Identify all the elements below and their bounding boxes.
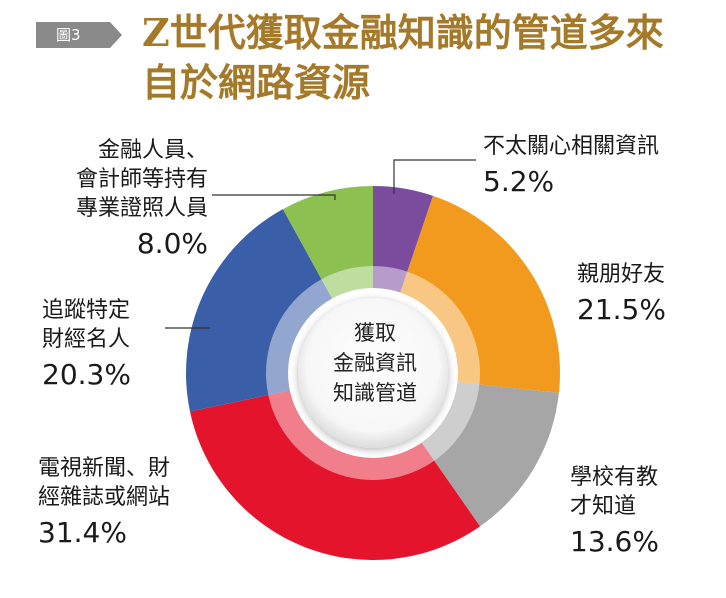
slice-value-1: 5.2% xyxy=(483,165,555,198)
slice-1 xyxy=(373,186,434,293)
slice-label-4: 電視新聞、財 經雜誌或網站 31.4% xyxy=(38,454,170,550)
slice-5 xyxy=(186,209,333,412)
title-line-1: Z世代獲取金融知識的管道多來 xyxy=(142,10,664,55)
slice-label-5-line-1: 追蹤特定 xyxy=(42,298,131,323)
slice-label-4-line-1: 電視新聞、財 xyxy=(38,456,171,481)
slice-label-1-line-1: 不太關心相關資訊 xyxy=(483,134,660,159)
leader-line-2 xyxy=(212,194,336,200)
figure-badge-shape xyxy=(36,22,122,48)
slice-4 xyxy=(190,390,481,560)
slice-label-3-line-2: 才知道 xyxy=(570,494,637,519)
chart-title: Z世代獲取金融知識的管道多來 自於網路資源 xyxy=(142,8,722,108)
slice-label-5-line-2: 財經名人 xyxy=(42,327,131,352)
center-line-3: 知識管道 xyxy=(333,381,417,405)
center-line-1: 獲取 xyxy=(354,321,396,345)
leader-line-1 xyxy=(393,159,476,194)
slice-value-2: 21.5% xyxy=(577,293,666,326)
slice-2-inner-band xyxy=(400,271,480,385)
slice-label-6: 金融人員、會計師等持有 專業證照人員 8.0% xyxy=(44,136,208,261)
slice-label-6-line-1: 金融人員、 xyxy=(97,138,208,163)
figure-badge: 圖3 xyxy=(56,26,81,44)
slice-label-1: 不太關心相關資訊 5.2% xyxy=(483,132,659,199)
slice-label-3-line-1: 學校有教 xyxy=(570,465,659,490)
slice-4-inner-band xyxy=(268,390,435,480)
center-label: 獲取 金融資訊 知識管道 xyxy=(300,318,450,408)
slice-2 xyxy=(400,195,560,393)
slice-label-5: 追蹤特定財經名人 20.3% xyxy=(42,296,131,392)
slice-6-inner-band xyxy=(321,266,373,299)
slice-label-6-line-2: 會計師等持有 xyxy=(75,167,208,192)
center-line-2: 金融資訊 xyxy=(333,351,417,375)
title-line-2: 自於網路資源 xyxy=(142,60,371,105)
slice-label-2: 親朋好友 21.5% xyxy=(577,260,666,327)
slice-3-inner-band xyxy=(421,382,480,461)
slice-value-6: 8.0% xyxy=(136,227,208,260)
slice-value-3: 13.6% xyxy=(570,525,659,558)
slice-1-inner-band xyxy=(373,266,408,293)
slice-label-6-line-3: 專業證照人員 xyxy=(75,196,208,221)
slice-3 xyxy=(421,382,559,527)
slice-label-3: 學校有教才知道 13.6% xyxy=(570,463,659,559)
slice-value-4: 31.4% xyxy=(38,516,127,549)
slice-6 xyxy=(282,186,373,299)
slice-label-4-line-2: 經雜誌或網站 xyxy=(38,485,171,510)
slice-value-5: 20.3% xyxy=(42,358,131,391)
slice-5-inner-band xyxy=(266,279,333,396)
center-disc xyxy=(298,298,448,448)
slice-label-2-line-1: 親朋好友 xyxy=(577,262,666,287)
